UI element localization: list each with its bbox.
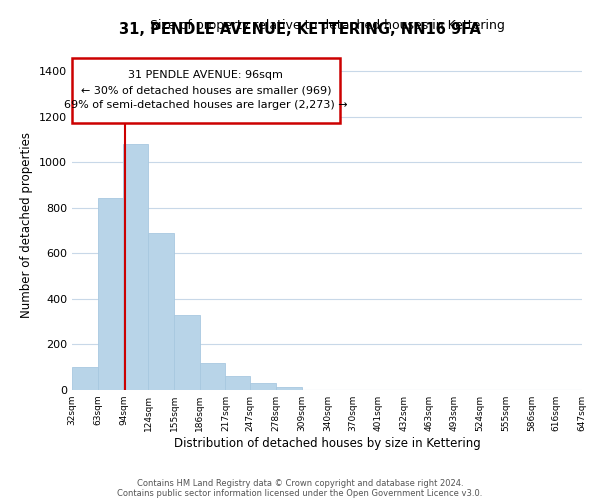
- Title: Size of property relative to detached houses in Kettering: Size of property relative to detached ho…: [149, 20, 505, 32]
- Bar: [226, 376, 250, 390]
- FancyBboxPatch shape: [72, 58, 340, 122]
- Bar: [200, 362, 226, 390]
- Bar: [148, 233, 174, 390]
- Text: Contains HM Land Registry data © Crown copyright and database right 2024.: Contains HM Land Registry data © Crown c…: [137, 478, 463, 488]
- Text: 31, PENDLE AVENUE, KETTERING, NN16 9FA: 31, PENDLE AVENUE, KETTERING, NN16 9FA: [119, 22, 481, 38]
- Text: 31 PENDLE AVENUE: 96sqm
← 30% of detached houses are smaller (969)
69% of semi-d: 31 PENDLE AVENUE: 96sqm ← 30% of detache…: [64, 70, 348, 110]
- X-axis label: Distribution of detached houses by size in Kettering: Distribution of detached houses by size …: [173, 437, 481, 450]
- Bar: [174, 315, 200, 390]
- Bar: [98, 198, 124, 390]
- Bar: [276, 387, 302, 390]
- Text: Contains public sector information licensed under the Open Government Licence v3: Contains public sector information licen…: [118, 488, 482, 498]
- Bar: [124, 144, 148, 390]
- Y-axis label: Number of detached properties: Number of detached properties: [20, 132, 34, 318]
- Bar: [250, 383, 276, 390]
- Bar: [72, 367, 98, 390]
